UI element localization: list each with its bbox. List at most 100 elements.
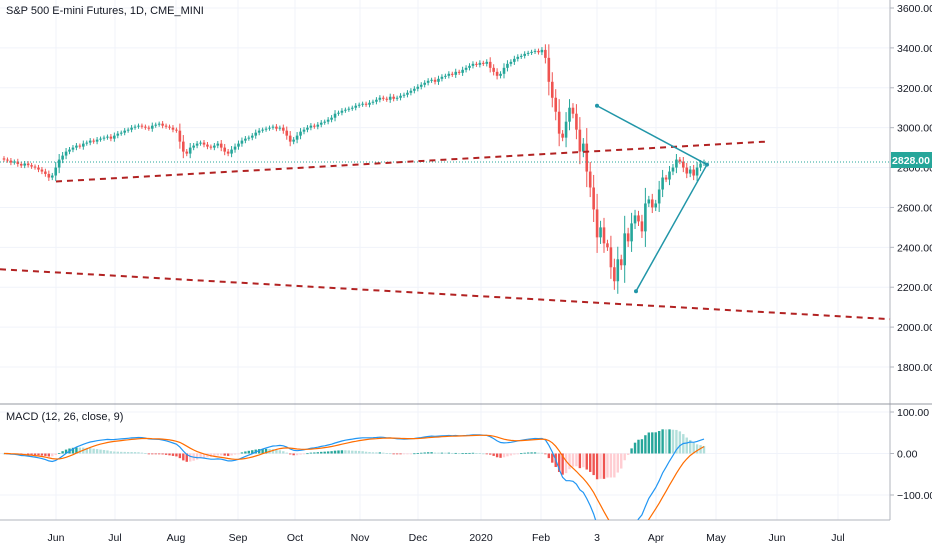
candle-body [419, 84, 423, 87]
macd-hist-bar [195, 453, 199, 460]
macd-hist-bar [244, 451, 247, 454]
macd-hist-bar [695, 444, 699, 454]
candle-body [592, 187, 595, 210]
candle-body [530, 51, 533, 53]
macd-hist-bar [113, 451, 116, 454]
candle-body [682, 161, 685, 168]
x-tick-label: May [706, 532, 727, 544]
candle-body [116, 133, 120, 136]
candle-body [495, 71, 499, 76]
candle-body [223, 147, 226, 152]
candle-body [426, 80, 430, 83]
macd-hist-bar [492, 453, 495, 456]
candle-body [699, 163, 702, 168]
candle-body [626, 233, 630, 242]
y-tick-label: 2000.00 [897, 322, 932, 334]
candle-body [82, 143, 85, 147]
macd-hist-bar [337, 450, 340, 454]
macd-hist-bar [644, 435, 647, 454]
macd-hist-bar [582, 453, 585, 468]
macd-hist-bar [471, 452, 475, 454]
candle-body [275, 126, 278, 129]
candle-body [206, 144, 209, 147]
candle-body [516, 56, 520, 59]
macd-hist-bar [271, 449, 275, 454]
candle-body [533, 50, 537, 52]
macd-hist-bar [137, 452, 140, 454]
candle-body [33, 166, 37, 168]
macd-hist-bar [378, 452, 382, 454]
macd-hist-bar [302, 453, 306, 455]
macd-hist-bar [375, 452, 378, 454]
macd-hist-bar [392, 453, 395, 455]
candle-body [644, 203, 647, 232]
candle-body [575, 113, 578, 130]
candle-body [616, 259, 620, 282]
candle-body [30, 165, 33, 167]
macd-hist-bar [506, 453, 509, 457]
candle-body [557, 111, 561, 134]
candle-body [54, 167, 58, 176]
macd-hist-bar [299, 453, 302, 455]
macd-hist-bar [623, 453, 626, 461]
macd-hist-bar [461, 453, 464, 455]
macd-hist-bar [178, 453, 182, 459]
macd-hist-bar [440, 452, 444, 454]
candle-body [440, 76, 444, 79]
candle-body [119, 132, 123, 134]
macd-hist-bar [237, 453, 240, 455]
macd-hist-bar [126, 452, 130, 454]
candle-body [219, 143, 223, 148]
macd-hist-bar [640, 439, 644, 454]
y-tick-label: 3600.00 [897, 3, 932, 15]
macd-hist-bar [116, 451, 119, 454]
macd-hist-bar [202, 453, 206, 458]
macd-hist-bar [482, 453, 485, 455]
candle-body [388, 96, 392, 100]
macd-hist-bar [668, 429, 671, 454]
candle-body [99, 138, 102, 140]
candle-body [657, 189, 661, 204]
macd-hist-bar [199, 453, 202, 459]
macd-hist-bar [220, 453, 223, 456]
macd-hist-bar [578, 453, 582, 469]
grid [0, 0, 890, 520]
candle-body [444, 75, 447, 77]
macd-axis: 100.00 0.00 −100.00 [890, 407, 932, 502]
macd-hist-bar [71, 447, 75, 454]
triangle-lower-line [635, 164, 708, 292]
candle-body [213, 145, 216, 148]
candle-body [326, 119, 330, 122]
candle-body [199, 142, 202, 144]
macd-hist-bar [540, 452, 544, 454]
x-tick-label: Dec [409, 532, 428, 544]
macd-hist-bar [606, 453, 609, 478]
candles [2, 44, 706, 294]
candle-body [137, 125, 140, 127]
macd-hist-bar [406, 453, 409, 455]
candle-body [330, 117, 333, 120]
candle-body [437, 78, 440, 82]
candle-body [264, 128, 268, 130]
macd-hist-bar [223, 453, 226, 456]
candle-body [47, 173, 51, 178]
candle-body [619, 259, 623, 266]
x-tick-label: Jun [48, 532, 65, 544]
x-tick-label: Jul [108, 532, 121, 544]
x-tick-label: Oct [287, 532, 303, 544]
macd-hist-bar [385, 453, 388, 454]
candle-body [364, 103, 368, 105]
macd-hist-bar [468, 452, 471, 454]
candle-body [468, 65, 471, 68]
candle-body [578, 129, 582, 152]
candle-body [9, 160, 13, 163]
candle-body [430, 79, 433, 81]
candle-body [68, 149, 71, 152]
macd-hist-bar [264, 448, 268, 454]
candle-body [399, 95, 402, 98]
candle-body [71, 147, 75, 150]
macd-hist-bar [395, 453, 399, 455]
candle-body [175, 129, 178, 131]
candle-body [637, 215, 640, 222]
candle-body [482, 62, 485, 64]
